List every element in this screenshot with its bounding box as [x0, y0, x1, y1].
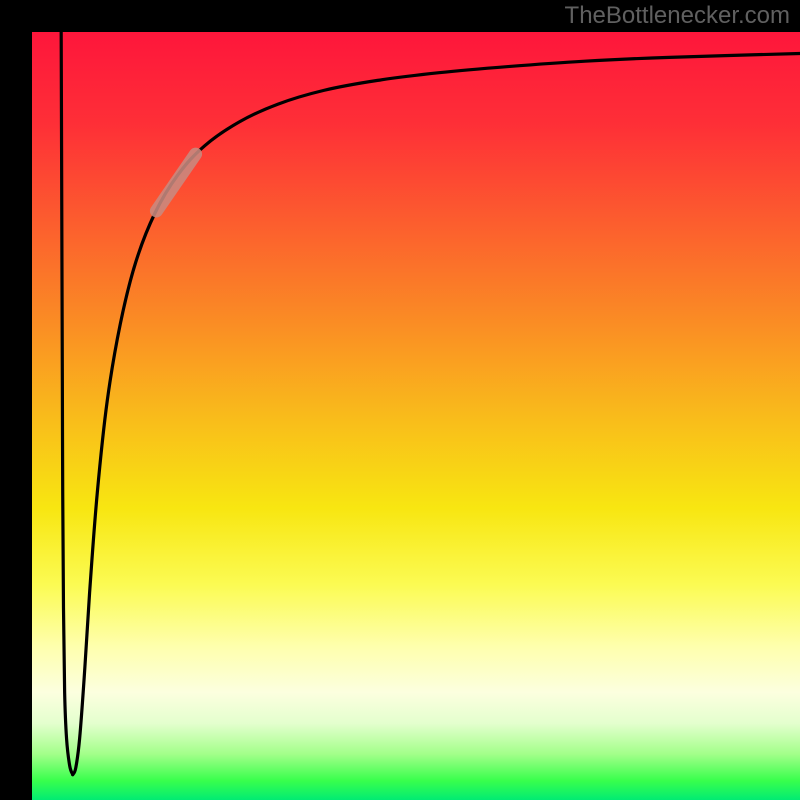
plot-area — [32, 32, 800, 800]
watermark-text: TheBottlenecker.com — [565, 2, 790, 30]
plot-svg — [32, 32, 800, 800]
chart-frame: TheBottlenecker.com — [0, 0, 800, 800]
gradient-background — [32, 32, 800, 800]
